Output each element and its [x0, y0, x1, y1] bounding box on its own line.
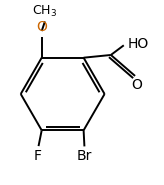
Text: CH$_3$: CH$_3$ — [32, 4, 57, 19]
Text: HO: HO — [128, 38, 149, 51]
Text: O: O — [131, 78, 142, 92]
Text: O: O — [36, 20, 47, 34]
Text: F: F — [34, 149, 42, 163]
Text: Br: Br — [77, 149, 92, 163]
